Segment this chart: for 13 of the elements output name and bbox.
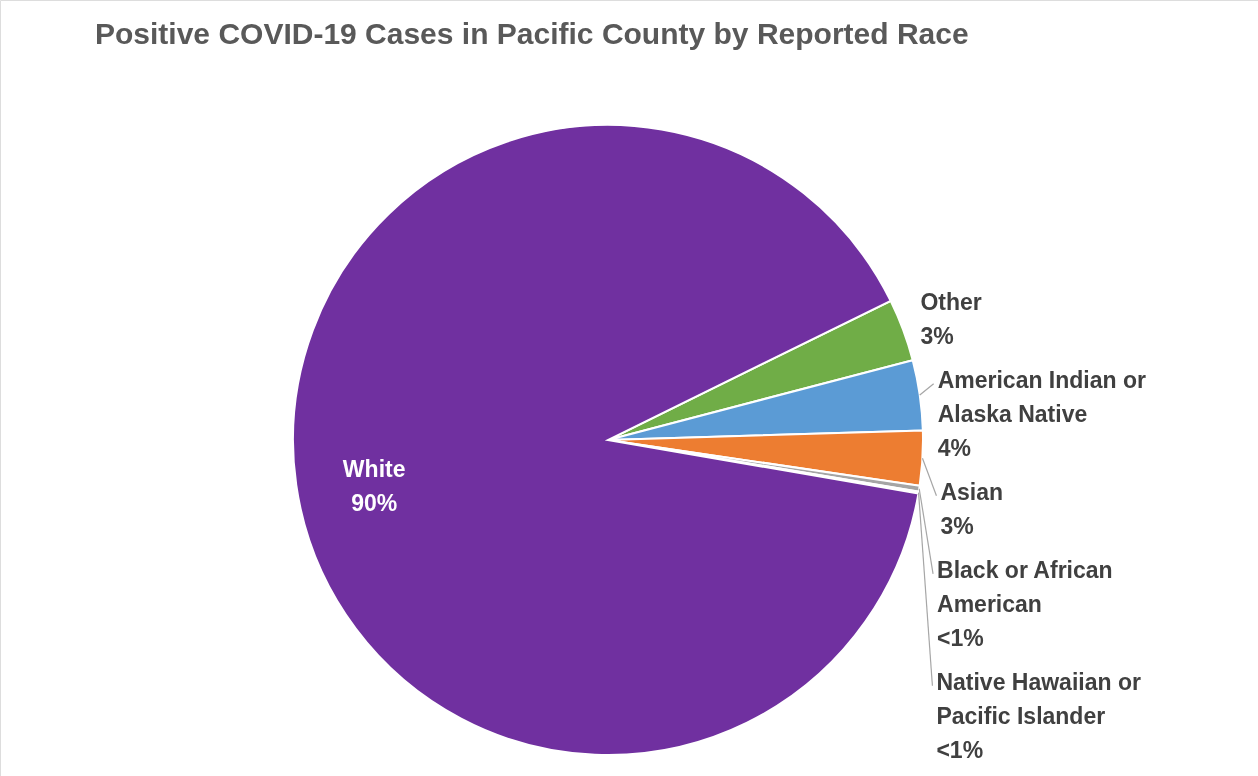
slice-label: American Indian or Alaska Native	[937, 366, 1147, 427]
data-label: <1%	[937, 624, 984, 651]
slice-label: White	[342, 455, 406, 482]
slice-label: Other	[920, 288, 982, 315]
data-label: 4%	[937, 434, 971, 461]
slice-label: Asian	[940, 478, 1004, 505]
data-label: 3%	[920, 322, 954, 349]
slice-label: Native Hawaiian or Pacific Islander	[936, 668, 1141, 729]
slice-label: Black or African American	[937, 556, 1113, 617]
data-label: 3%	[940, 512, 974, 539]
data-label: 90%	[351, 489, 398, 516]
data-label: <1%	[936, 736, 984, 763]
chart-title: Positive COVID-19 Cases in Pacific County by Reported Race	[95, 17, 969, 50]
